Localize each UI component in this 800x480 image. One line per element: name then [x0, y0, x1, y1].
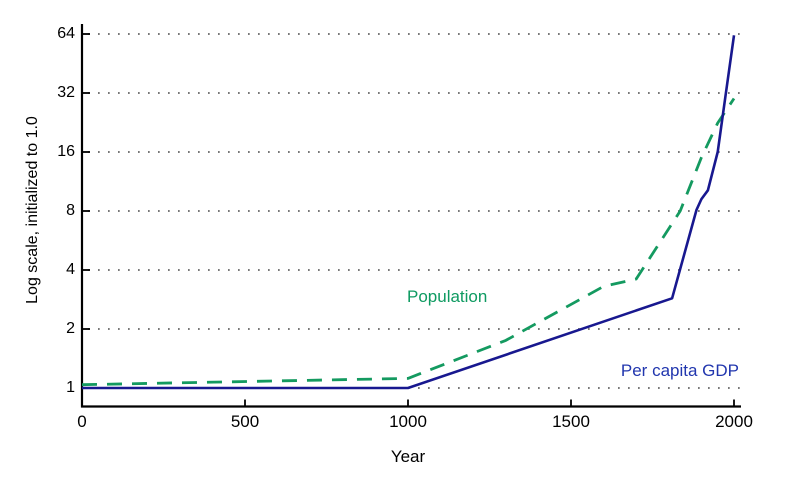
y-tick-label-8: 8 — [66, 202, 75, 219]
x-tick-label-1000: 1000 — [389, 412, 427, 431]
x-axis-title: Year — [390, 447, 426, 466]
y-tick-label-32: 32 — [57, 84, 75, 101]
x-tick-label-0: 0 — [77, 412, 87, 431]
y-tick-label-4: 4 — [66, 261, 75, 278]
series-label-population: Population — [407, 287, 488, 306]
x-tick-label-1500: 1500 — [552, 412, 590, 431]
series-label-per-capita-gdp: Per capita GDP — [620, 361, 739, 380]
y-tick-label-1: 1 — [66, 379, 75, 396]
x-tick-label-500: 500 — [230, 412, 260, 431]
y-tick-label-2: 2 — [66, 320, 75, 337]
y-tick-label-16: 16 — [57, 143, 75, 160]
x-tick-label-2000: 2000 — [715, 412, 753, 431]
y-tick-label-64: 64 — [57, 25, 75, 42]
